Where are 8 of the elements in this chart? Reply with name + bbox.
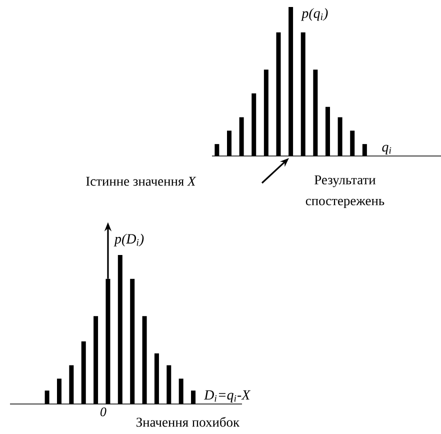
x-axis-title: q$_{i}$ [382,144,392,154]
x-tick-label: 0 [100,408,106,416]
text: Істинне значення X [86,176,196,186]
text: Значення похибок [136,416,240,427]
y-axis-title: p(q$_{i}$) [300,8,328,21]
x-axis-title: D$_{i}$=q$_{i}$-X [204,390,251,402]
y-axis-title: p(D$_{i}$) [114,234,144,246]
text: Результати спостережень [306,175,384,208]
